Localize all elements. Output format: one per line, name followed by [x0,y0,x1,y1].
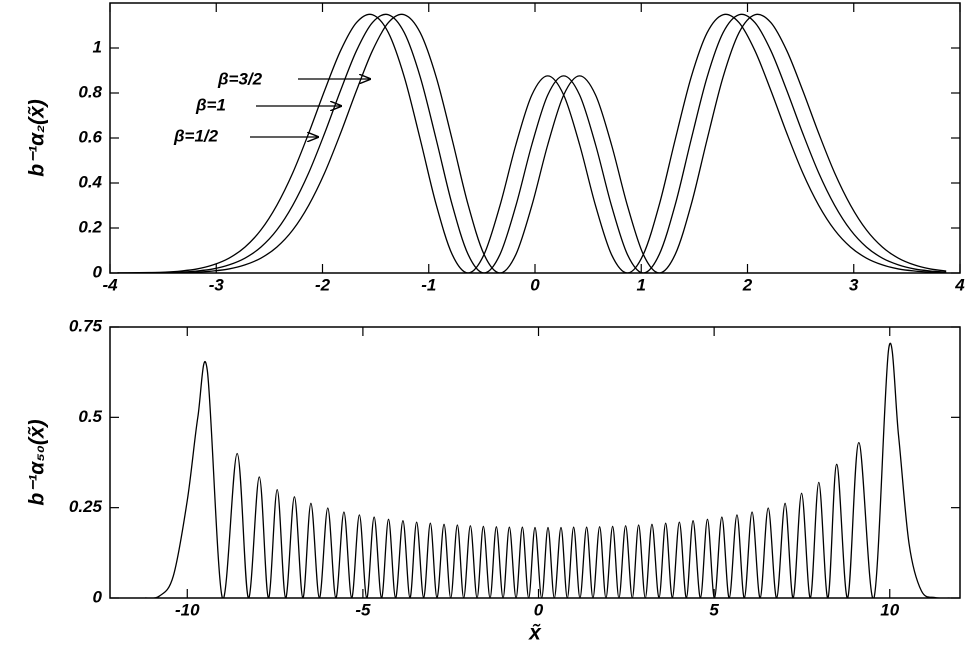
x-tick-label: -5 [355,600,371,619]
y-axis-title: b⁻¹α₅₀(x̃) [26,419,49,505]
x-tick-label: 5 [709,600,719,619]
annotation: β=1/2 [173,126,219,145]
x-tick-label: -10 [175,600,200,619]
curve [117,13,947,273]
x-tick-label: -2 [315,275,331,294]
y-tick-label: 0.75 [69,316,103,335]
x-tick-label: 10 [880,600,899,619]
x-tick-label: 4 [954,275,965,294]
curve [117,13,947,273]
y-tick-label: 0.8 [78,82,102,101]
x-tick-label: 3 [849,275,859,294]
y-axis-title: b⁻¹α₂(x̃) [26,99,49,177]
x-tick-label: -4 [102,275,118,294]
x-tick-label: -3 [209,275,225,294]
x-tick-label: -1 [421,275,436,294]
plot-frame [109,2,961,274]
y-tick-label: 0.4 [78,172,102,191]
y-tick-label: 0.2 [78,217,102,236]
y-tick-label: 0.6 [78,127,102,146]
y-tick-label: 0.25 [69,497,103,516]
curve [117,13,947,273]
y-tick-label: 0 [93,587,103,606]
y-tick-label: 1 [93,37,102,56]
x-tick-label: 1 [637,275,646,294]
x-tick-label: 0 [534,600,544,619]
annotation: β=3/2 [217,69,263,88]
curve [145,342,950,598]
annotation: β=1 [195,95,226,114]
x-tick-label: 2 [742,275,753,294]
y-tick-label: 0.5 [78,407,102,426]
plot-frame [109,326,961,599]
x-axis-title: x̃ [528,622,542,645]
y-tick-label: 0 [93,262,103,281]
x-tick-label: 0 [530,275,540,294]
